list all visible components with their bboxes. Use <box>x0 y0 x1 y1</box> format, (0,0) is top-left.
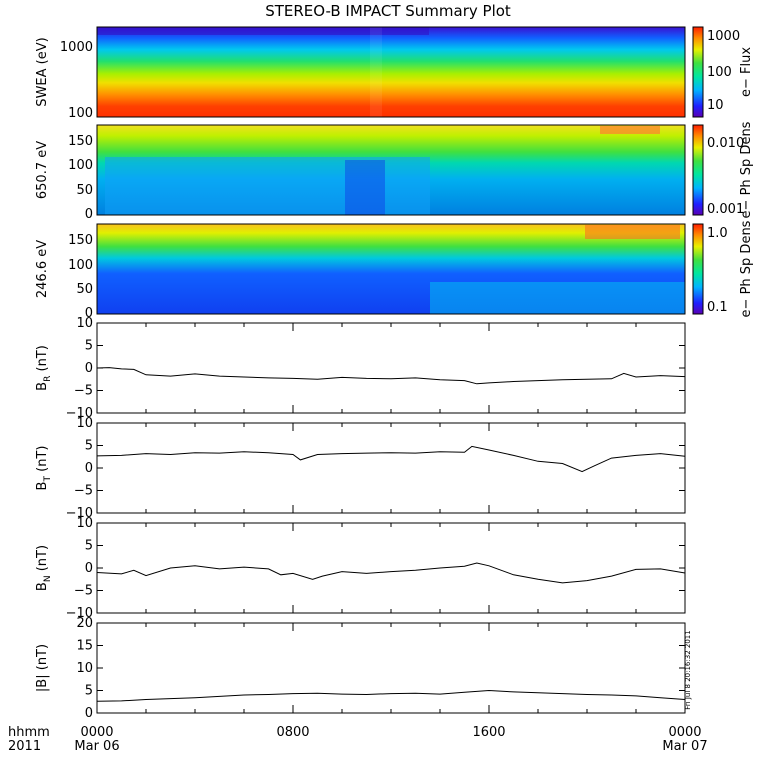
x-tick-0800: 0800 <box>276 725 309 740</box>
x-tick-1600: 1600 <box>472 725 505 740</box>
y-tick-label: −5 <box>74 584 93 599</box>
line-panel-frame <box>96 422 686 514</box>
p650-frame <box>96 124 686 216</box>
p246-cbar-label: e− Ph Sp Dens <box>739 220 754 317</box>
y-tick-label: 10 <box>76 516 93 531</box>
p650-cbar-tick-0001: 0.001 <box>707 202 744 217</box>
p246-ytick-100: 100 <box>68 258 93 273</box>
x-corner-hhmm: hhmm <box>8 725 50 740</box>
swea-frame <box>96 26 686 118</box>
swea-cbar-tick-10: 10 <box>707 98 724 113</box>
line-panel-mag: 20 15 10 5 0 |B| (nT) <box>35 616 686 721</box>
p246-colorbar <box>692 223 704 315</box>
x-date-start: Mar 06 <box>74 739 119 754</box>
swea-ytick-1000: 1000 <box>60 40 93 55</box>
line-panel-frame <box>96 522 686 614</box>
p246-hot-band <box>585 225 680 239</box>
y-tick-label: 0 <box>85 706 93 721</box>
chart-title: STEREO-B IMPACT Summary Plot <box>265 2 511 20</box>
p650-ytick-0: 0 <box>85 207 93 222</box>
x-tick-0000-start: 0000 <box>80 725 113 740</box>
line-panel-n: 10 5 0 −5 −10 BN (nT) <box>35 516 686 621</box>
y-tick-label: 20 <box>76 616 93 631</box>
p246-ytick-50: 50 <box>76 282 93 297</box>
p650-ytick-50: 50 <box>76 183 93 198</box>
swea-cbar-tick-100: 100 <box>707 65 732 80</box>
swea-colorbar <box>692 26 704 118</box>
x-axis: 0000 0800 1600 0000 Mar 06 Mar 07 hhmm 2… <box>8 725 708 754</box>
p650-dark-patch <box>345 160 385 215</box>
p650-cbar-tick-0010: 0.010 <box>707 136 744 151</box>
line-panel-ylabel: |B| (nT) <box>35 644 50 692</box>
line-panel-ylabel: BN (nT) <box>35 545 53 591</box>
line-series-n <box>96 562 686 584</box>
p246-cbar-tick-01: 0.1 <box>707 300 728 315</box>
line-panel-t: 10 5 0 −5 −10 BT (nT) <box>35 416 686 521</box>
y-tick-label: 0 <box>85 461 93 476</box>
swea-low-flux-band <box>97 27 429 35</box>
x-tick-0000-end: 0000 <box>668 725 701 740</box>
line-panel-ylabel: BR (nT) <box>35 345 53 391</box>
swea-feature-band <box>370 27 382 117</box>
p246-ylabel: 246.6 eV <box>35 240 50 298</box>
y-tick-label: 0 <box>85 361 93 376</box>
y-tick-label: −5 <box>74 484 93 499</box>
p650-cbar-label: e− Ph Sp Dens <box>739 121 754 218</box>
magnetic-field-panels: 10 5 0 −5 −10 BR (nT) 10 5 0 −5 −10 BT (nT) 10 5 0 −5 −1… <box>35 316 686 721</box>
y-tick-label: 5 <box>85 339 93 354</box>
p246-right-region <box>430 282 685 314</box>
p650-ytick-100: 100 <box>68 158 93 173</box>
swea-cbar-tick-1000: 1000 <box>707 29 740 44</box>
p246-ytick-0: 0 <box>85 306 93 321</box>
p650-ytick-150: 150 <box>68 134 93 149</box>
line-panel-frame <box>96 322 686 414</box>
x-corner-year: 2011 <box>8 739 41 754</box>
y-tick-label: 10 <box>76 661 93 676</box>
line-series-t <box>96 445 686 473</box>
panel-650eV: 150 100 50 0 650.7 eV 0.010 0.001 e− Ph … <box>35 121 754 222</box>
swea-spectrogram <box>97 27 685 117</box>
swea-ylabel: SWEA (eV) <box>35 37 50 106</box>
p246-frame <box>96 223 686 315</box>
y-tick-label: −5 <box>74 384 93 399</box>
line-panel-ylabel: BT (nT) <box>35 446 53 491</box>
line-panel-r: 10 5 0 −5 −10 BR (nT) <box>35 316 686 421</box>
y-tick-label: −10 <box>66 406 93 421</box>
line-panel-frame <box>96 622 686 714</box>
line-series-r <box>96 367 686 385</box>
y-tick-label: 0 <box>85 561 93 576</box>
swea-cbar-label: e− Flux <box>739 47 754 97</box>
y-tick-label: 5 <box>85 539 93 554</box>
y-tick-label: 15 <box>76 639 93 654</box>
panel-246eV: 150 100 50 0 246.6 eV 1.0 0.1 e− Ph Sp D… <box>35 220 754 321</box>
line-series-magnitude <box>96 689 686 702</box>
p650-hot-band <box>600 126 660 134</box>
y-tick-label: −10 <box>66 506 93 521</box>
p650-ylabel: 650.7 eV <box>35 141 50 199</box>
y-tick-label: 5 <box>85 439 93 454</box>
p246-ytick-150: 150 <box>68 233 93 248</box>
y-tick-label: 10 <box>76 416 93 431</box>
x-date-end: Mar 07 <box>662 739 707 754</box>
swea-ytick-100: 100 <box>68 106 93 121</box>
plot-timestamp: Fri Jul 8 20:16:32 2011 <box>684 630 692 709</box>
panel-swea: 1000 100 SWEA (eV) 1000 100 10 e− Flux <box>35 26 754 121</box>
y-tick-label: 10 <box>76 316 93 331</box>
p650-colorbar <box>692 124 704 216</box>
p246-cbar-tick-10: 1.0 <box>707 226 728 241</box>
y-tick-label: −10 <box>66 606 93 621</box>
y-tick-label: 5 <box>85 684 93 699</box>
